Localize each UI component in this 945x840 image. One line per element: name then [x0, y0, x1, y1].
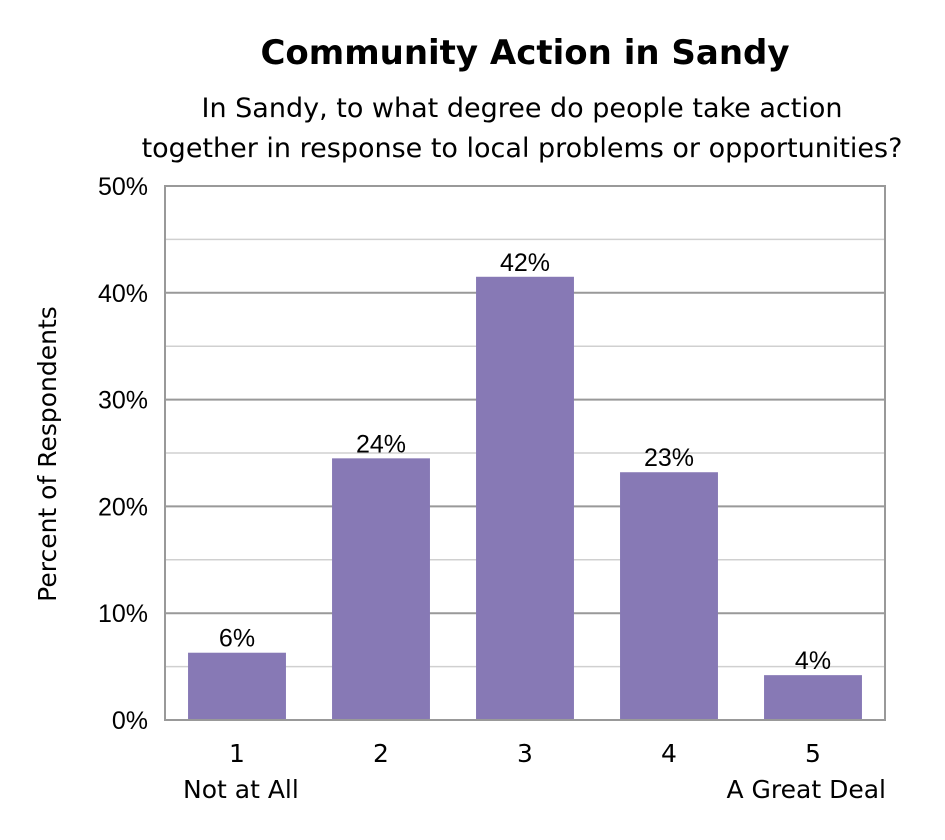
- data-label-2: 24%: [356, 430, 406, 458]
- x-sublabel-1: Not at All: [183, 775, 299, 804]
- bars: [188, 276, 862, 720]
- data-label-4: 23%: [644, 444, 694, 472]
- y-axis-ticks: 0% 10% 20% 30% 40% 50%: [98, 173, 148, 735]
- chart-subtitle-line-1: In Sandy, to what degree do people take …: [202, 93, 843, 124]
- y-tick-label: 10%: [98, 600, 148, 628]
- x-tick-label-1: 1: [229, 739, 245, 768]
- data-label-1: 6%: [219, 625, 255, 653]
- bar-5: [764, 675, 862, 720]
- x-tick-label-3: 3: [517, 739, 533, 768]
- x-tick-label-4: 4: [661, 739, 677, 768]
- bar-4: [620, 472, 718, 720]
- y-tick-label: 30%: [98, 387, 148, 415]
- chart-title: Community Action in Sandy: [260, 33, 789, 73]
- bar-1: [188, 652, 286, 720]
- y-tick-label: 50%: [98, 173, 148, 201]
- y-axis-label: Percent of Respondents: [33, 306, 62, 602]
- x-tick-label-2: 2: [373, 739, 389, 768]
- x-axis-ticks: 1 Not at All 2 3 4 5 A Great Deal: [183, 739, 886, 804]
- plot-frame: [164, 185, 886, 721]
- x-sublabel-5: A Great Deal: [727, 775, 887, 804]
- y-tick-label: 20%: [98, 493, 148, 521]
- bar-2: [332, 458, 430, 720]
- bar-3: [476, 276, 574, 720]
- chart-subtitle-line-2: together in response to local problems o…: [142, 133, 903, 164]
- data-label-3: 42%: [500, 249, 550, 277]
- data-label-5: 4%: [795, 647, 831, 675]
- x-tick-label-5: 5: [805, 739, 821, 768]
- y-tick-label: 0%: [112, 707, 148, 735]
- y-tick-label: 40%: [98, 280, 148, 308]
- data-labels: 6% 24% 42% 23% 4%: [219, 249, 831, 675]
